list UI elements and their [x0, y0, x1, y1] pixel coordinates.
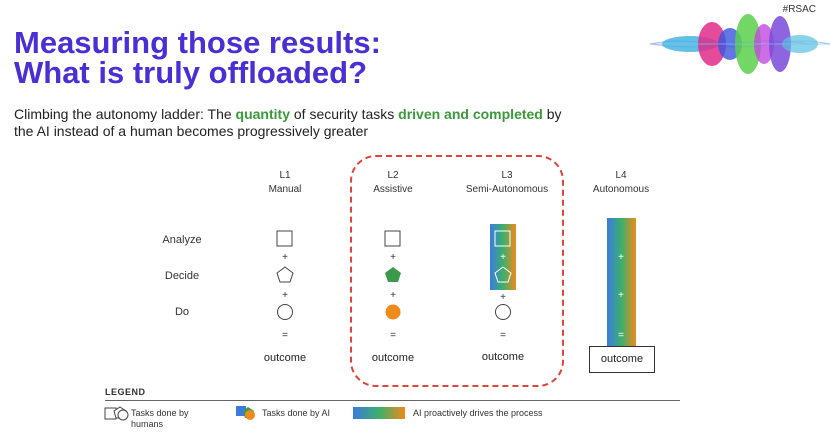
- subtitle-highlight-quantity: quantity: [235, 106, 290, 122]
- level-header-l3: L3 Semi-Autonomous: [452, 169, 562, 197]
- plus-operator: +: [618, 290, 624, 301]
- legend-proactive-label: AI proactively drives the process: [413, 408, 543, 418]
- level-header-l1: L1 Manual: [230, 169, 340, 197]
- plus-operator: +: [390, 290, 396, 301]
- subtitle-part-1: Climbing the autonomy ladder: The: [14, 106, 236, 122]
- equals-operator: =: [618, 330, 624, 341]
- l4-outcome-box: outcome: [589, 346, 655, 373]
- decide-pentagon-icon: [494, 266, 512, 283]
- do-circle-ai-icon: [385, 304, 401, 320]
- decide-pentagon-ai-icon: [385, 267, 401, 282]
- l4-ai-driven-bar: [607, 218, 636, 348]
- title-line-1: Measuring those results:: [14, 25, 381, 60]
- do-circle-icon: [495, 304, 511, 320]
- legend-humans-label: Tasks done by humans: [131, 408, 189, 429]
- l1-outcome: outcome: [263, 352, 307, 364]
- level-name: Manual: [268, 184, 302, 195]
- l3-column-shapes: [494, 230, 512, 320]
- subtitle-highlight-driven: driven and completed: [398, 106, 543, 122]
- row-label-analyze: Analyze: [162, 234, 202, 246]
- equals-operator: =: [282, 330, 288, 341]
- do-circle-icon: [277, 304, 293, 320]
- legend-title: LEGEND: [105, 387, 146, 397]
- level-name: Autonomous: [592, 184, 650, 195]
- plus-operator: +: [618, 252, 624, 263]
- waveform-graphic: [650, 14, 830, 74]
- subtitle: Climbing the autonomy ladder: The quanti…: [14, 106, 574, 140]
- l3-ai-driven-bar: [490, 224, 516, 290]
- page-title: Measuring those results: What is truly o…: [14, 25, 381, 90]
- level-id: L1: [279, 170, 291, 181]
- hashtag-label: #RSAC: [782, 4, 816, 15]
- plus-operator: +: [282, 252, 288, 263]
- l2-column-shapes: [384, 230, 401, 320]
- level-name: Assistive: [373, 184, 413, 195]
- decide-pentagon-icon: [276, 266, 294, 283]
- l1-column-shapes: [276, 230, 294, 320]
- ai-tasks-legend-icon: [236, 406, 255, 420]
- subtitle-part-2: of security tasks: [290, 106, 399, 122]
- analyze-square-icon: [384, 230, 401, 247]
- analyze-square-icon: [276, 230, 293, 247]
- level-header-l2: L2 Assistive: [338, 169, 448, 197]
- human-tasks-legend-icon: [104, 406, 129, 421]
- plus-operator: +: [500, 252, 506, 263]
- level-name: Semi-Autonomous: [465, 184, 549, 195]
- plus-operator: +: [500, 292, 506, 303]
- proactive-legend-bar: [353, 407, 405, 419]
- level-id: L2: [387, 170, 399, 181]
- l2-outcome: outcome: [371, 352, 415, 364]
- plus-operator: +: [390, 252, 396, 263]
- equals-operator: =: [390, 330, 396, 341]
- level-header-l4: L4 Autonomous: [566, 169, 676, 197]
- row-label-do: Do: [174, 306, 190, 318]
- analyze-square-icon: [494, 230, 511, 247]
- legend-ai-label: Tasks done by AI: [262, 408, 331, 418]
- legend-divider: [105, 400, 680, 401]
- level-id: L3: [501, 170, 513, 181]
- subtitle-part-3: by the AI instead of a human becomes pro…: [14, 106, 562, 139]
- equals-operator: =: [500, 330, 506, 341]
- row-label-decide: Decide: [164, 270, 200, 282]
- l2-l3-highlight-region: [350, 155, 564, 387]
- level-id: L4: [615, 170, 627, 181]
- plus-operator: +: [282, 290, 288, 301]
- title-line-2: What is truly offloaded?: [14, 55, 368, 90]
- l3-outcome: outcome: [481, 351, 525, 363]
